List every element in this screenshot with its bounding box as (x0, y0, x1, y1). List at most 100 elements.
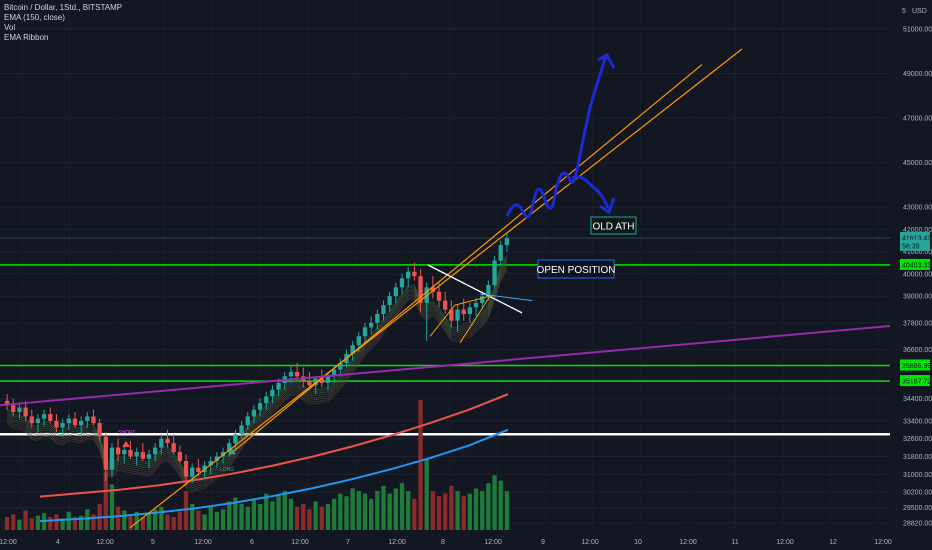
candle (368, 322, 374, 328)
candle (72, 418, 78, 426)
candle (436, 291, 442, 301)
volume-bar (54, 514, 59, 530)
volume-bar (128, 514, 133, 530)
volume-bar (288, 498, 294, 530)
volume-bar (165, 514, 170, 530)
currency-label: USD (912, 8, 927, 15)
time-tick: 6 (250, 539, 254, 546)
candle (393, 287, 399, 297)
volume-bar (375, 491, 380, 530)
projection-up-path (505, 55, 608, 219)
candle (91, 416, 96, 424)
time-tick: 12:00 (581, 539, 599, 546)
volume-bar (196, 510, 201, 530)
candle (480, 296, 485, 303)
time-tick: 12:00 (96, 539, 114, 546)
volume-bar (294, 506, 300, 530)
short-arrow-icon (122, 440, 130, 447)
candle (109, 447, 115, 470)
arrow-down-icon (599, 197, 616, 215)
price-tick: 29500.00 (903, 505, 932, 512)
price-tick: 47000.00 (903, 116, 932, 123)
ema-lines (39, 393, 509, 523)
price-tag-bg (900, 258, 930, 270)
candle (128, 449, 133, 457)
price-tick: 51000.00 (903, 26, 932, 33)
volume-bar (406, 491, 411, 530)
volume-bar (480, 491, 485, 530)
price-tick: 42000.00 (903, 227, 932, 234)
volume-bar (387, 493, 392, 530)
projection-down-path (571, 175, 610, 209)
candle (171, 443, 176, 453)
candle (66, 418, 71, 424)
candle (97, 423, 102, 437)
volume-bar (418, 400, 423, 530)
ema-ribbon-line (6, 259, 508, 483)
volume-bar (208, 506, 213, 530)
price-tick: 37800.00 (903, 320, 932, 327)
long-label: LONG (220, 467, 234, 473)
volume-bar (202, 514, 207, 530)
wedge-top-line (427, 264, 523, 314)
time-axis: 12:00 4 12:00 5 12:00 6 12:00 7 12:00 8 12:00 9 12:0… (0, 530, 932, 550)
volume-bar (282, 491, 287, 530)
indicator-ema-ribbon[interactable]: EMA Ribbon (4, 33, 49, 42)
candle (17, 407, 22, 412)
candle (60, 423, 65, 428)
volume-bar (233, 497, 238, 530)
volume-bar (257, 504, 263, 530)
volume-bars (4, 400, 510, 530)
volume-bar (227, 501, 232, 530)
volume-bar (72, 517, 78, 530)
old-ath-annotation-box (590, 216, 637, 235)
candle (122, 449, 127, 455)
indicator-ema[interactable]: EMA (150, close) (4, 13, 65, 22)
price-tick: 28820.00 (903, 520, 932, 527)
candle (387, 296, 392, 306)
time-tick: 12:00 (776, 539, 794, 546)
price-tick: 31000.00 (903, 472, 932, 479)
candle (103, 436, 108, 470)
time-tick: 8 (441, 539, 445, 546)
volume-bar (443, 493, 448, 530)
time-tick: 9 (541, 539, 545, 546)
volume-bar (60, 518, 65, 530)
volume-bar (264, 493, 269, 530)
volume-bar (177, 511, 183, 530)
price-tick: 40000.00 (903, 271, 932, 278)
candle (331, 369, 337, 377)
candle (399, 278, 405, 288)
time-tick: 12:00 (0, 539, 17, 546)
candle (307, 380, 312, 386)
trendlines (0, 48, 901, 529)
time-tick: 12:00 (679, 539, 697, 546)
indicator-vol[interactable]: Vol (4, 23, 16, 32)
candle (115, 447, 121, 455)
volume-bar (183, 491, 189, 530)
candle (461, 309, 466, 314)
candle (486, 285, 491, 297)
volume-bar (17, 519, 22, 530)
ema-ribbon-line (6, 263, 508, 487)
candle (455, 309, 460, 321)
price-tick: 49000.00 (903, 71, 932, 78)
candle (233, 434, 238, 444)
candle (325, 376, 331, 384)
volume-bar (66, 511, 71, 530)
ema-ribbon-line (6, 269, 508, 493)
price-tick: 45000.00 (903, 160, 932, 167)
volume-bar (103, 471, 108, 530)
volume-bar (344, 496, 349, 530)
volume-bar (393, 488, 399, 530)
old-ath-annotation-label: OLD ATH (592, 222, 634, 233)
ema-red-line (39, 393, 509, 498)
volume-bar (350, 488, 355, 530)
price-tick: 30200.00 (903, 490, 932, 497)
long-arrow-icon (228, 448, 236, 455)
candle (492, 260, 497, 286)
time-tick: 12:00 (484, 539, 502, 546)
price-tick: 41000.00 (903, 249, 932, 256)
